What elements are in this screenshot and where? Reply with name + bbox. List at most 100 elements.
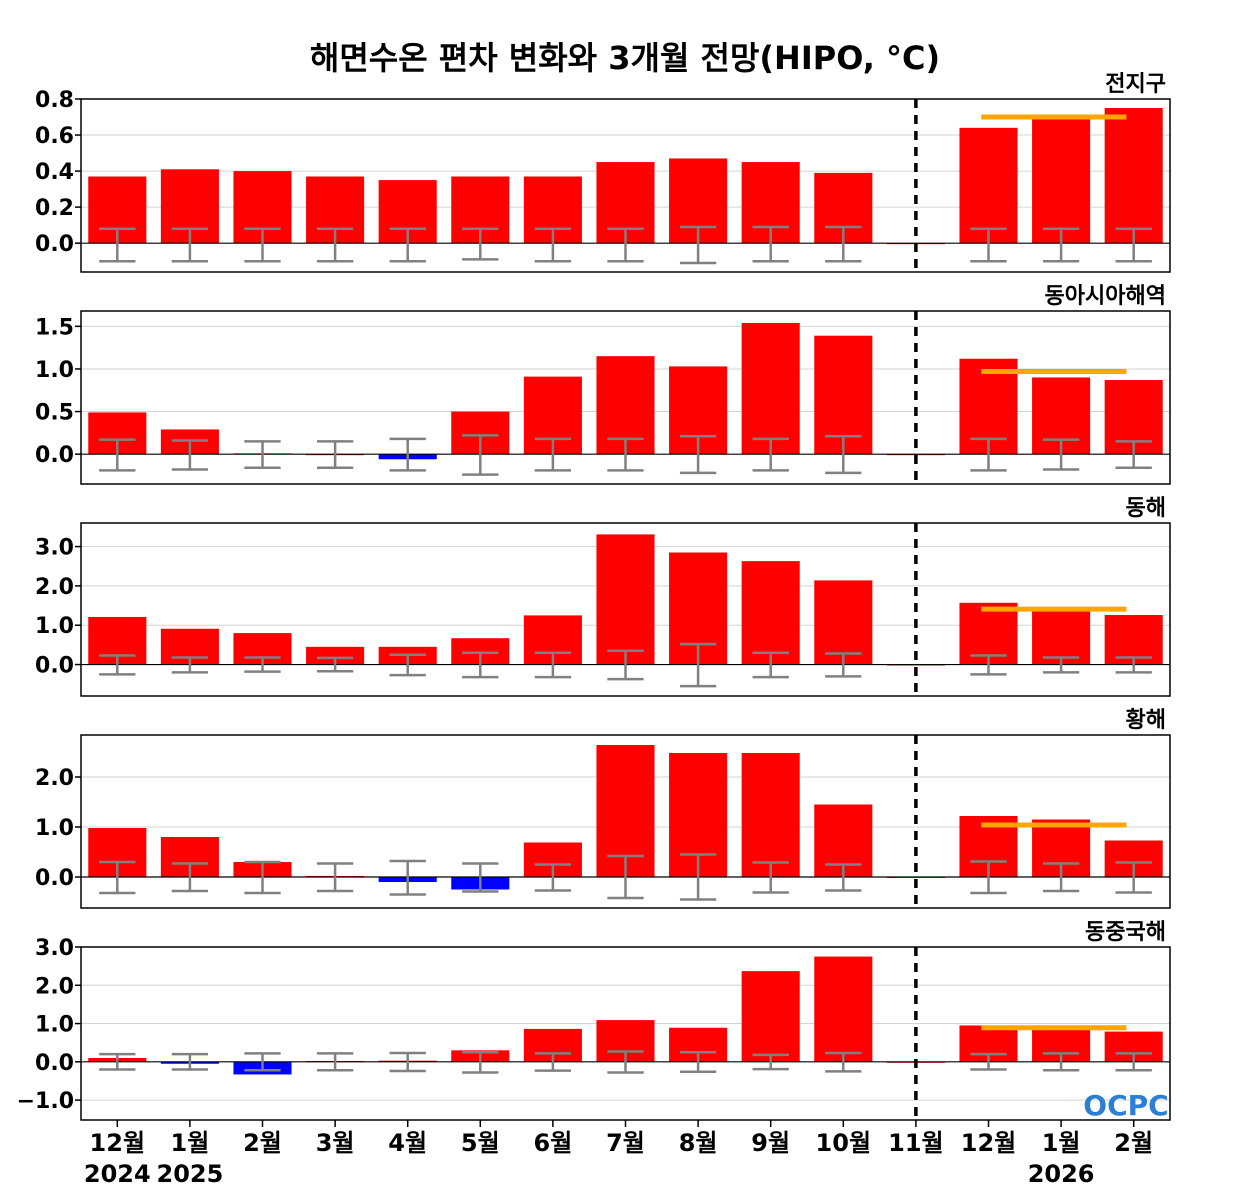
error-bar (607, 649, 644, 681)
error-bar (171, 439, 209, 471)
error-bar (679, 225, 717, 265)
panel-title: 동중국해 (1085, 920, 1166, 945)
x-tick-label: 1월 (171, 1129, 210, 1157)
panel-frame (80, 522, 1171, 697)
panels: 전지구 0.0 0.2 0.4 0.6 0.8 동아시아해역 0.0 0.5 1.0 1.5 동해 0.… (17, 72, 1171, 1121)
error-bar (244, 1052, 281, 1072)
error-bar (244, 227, 281, 263)
error-bar (171, 862, 209, 893)
error-bar (1115, 656, 1152, 674)
error-bar (534, 863, 572, 892)
error-bar (389, 1051, 426, 1073)
error-bar (462, 862, 499, 893)
chart-title: 해면수온 편차 변화와 3개월 전망(HIPO, °C) (310, 39, 940, 77)
y-tick-label: 1.0 (35, 614, 74, 639)
error-bar (970, 227, 1007, 263)
x-tick-label: 2월 (1114, 1129, 1153, 1157)
error-bar (534, 1052, 572, 1072)
error-bar (607, 1050, 644, 1074)
error-bar (99, 860, 136, 895)
error-bar (679, 1051, 717, 1074)
panel-3: 동해 0.0 1.0 2.0 3.0 (35, 496, 1171, 697)
error-bar (752, 437, 789, 472)
error-bar (679, 435, 717, 475)
y-tick-label: 0.5 (35, 401, 74, 426)
bar (814, 956, 873, 1062)
x-year-label: 2024 (84, 1160, 151, 1188)
error-bar (534, 437, 572, 472)
error-bar (316, 862, 354, 893)
error-bar (1115, 1052, 1152, 1072)
panel-title: 동아시아해역 (1045, 284, 1166, 309)
x-tick-label: 12월 (90, 1129, 145, 1157)
error-bar (316, 227, 354, 263)
y-tick-label: 1.0 (35, 1013, 74, 1038)
x-tick-label: 12월 (961, 1129, 1016, 1157)
error-bar (99, 1052, 136, 1071)
error-bar (607, 854, 644, 900)
y-tick-label: 0.0 (35, 443, 74, 468)
y-tick-label: 0.0 (35, 866, 74, 891)
error-bar (970, 437, 1007, 472)
error-bar (1042, 1052, 1080, 1072)
y-tick-label: 0.8 (35, 88, 74, 113)
x-tick-label: 11월 (888, 1129, 943, 1157)
error-bar (1115, 861, 1152, 894)
error-bar (825, 863, 862, 892)
y-tick-label: 1.0 (35, 816, 74, 841)
panel-1: 전지구 0.0 0.2 0.4 0.6 0.8 (35, 72, 1171, 273)
error-bar (752, 225, 789, 263)
y-tick-label: 2.0 (35, 766, 74, 791)
error-bar (316, 440, 354, 470)
panel-title: 황해 (1126, 708, 1166, 733)
x-tick-label: 5월 (461, 1129, 500, 1157)
error-bar (462, 227, 499, 261)
error-bar (752, 651, 789, 679)
y-tick-label: 2.0 (35, 575, 74, 600)
error-bar (1042, 862, 1080, 893)
error-bar (970, 860, 1007, 895)
panel-frame (80, 310, 1171, 485)
bar (814, 335, 873, 455)
error-bar (1115, 440, 1152, 470)
bar (306, 646, 365, 665)
bar (814, 580, 873, 665)
x-tick-label: 6월 (534, 1129, 573, 1157)
error-bar (389, 653, 426, 677)
panel-frame (80, 98, 1171, 273)
y-tick-label: 2.0 (35, 974, 74, 999)
error-bar (99, 654, 136, 676)
y-tick-label: 3.0 (35, 536, 74, 561)
error-bar (752, 861, 789, 894)
y-tick-label: 0.4 (35, 160, 74, 185)
error-bar (825, 225, 862, 263)
x-year-label: 2025 (157, 1160, 224, 1188)
bar (741, 753, 800, 877)
panel-5: 동중국해 −1.0 0.0 1.0 2.0 3.0 (17, 920, 1171, 1121)
y-tick-label: 0.2 (35, 196, 74, 221)
error-bar (389, 437, 426, 472)
panel-title: 전지구 (1105, 72, 1166, 97)
error-bar (1042, 438, 1080, 471)
bar (959, 127, 1018, 244)
error-bar (1115, 227, 1152, 263)
error-bar (970, 654, 1007, 676)
error-bar (607, 227, 644, 263)
error-bar (607, 437, 644, 472)
x-tick-label: 8월 (679, 1129, 718, 1157)
x-tick-label: 1월 (1042, 1129, 1081, 1157)
error-bar (171, 227, 209, 263)
bar (1104, 108, 1163, 244)
bar (741, 322, 800, 455)
y-tick-label: 1.5 (35, 315, 74, 340)
error-bar (244, 656, 281, 673)
panel-title: 동해 (1126, 496, 1166, 521)
error-bar (99, 227, 136, 263)
error-bar (534, 651, 572, 679)
error-bar (462, 434, 499, 476)
logo-ocpc: OCPC (1083, 1089, 1168, 1122)
x-tick-label: 2월 (243, 1129, 282, 1157)
error-bar (825, 435, 862, 475)
error-bar (99, 438, 136, 472)
